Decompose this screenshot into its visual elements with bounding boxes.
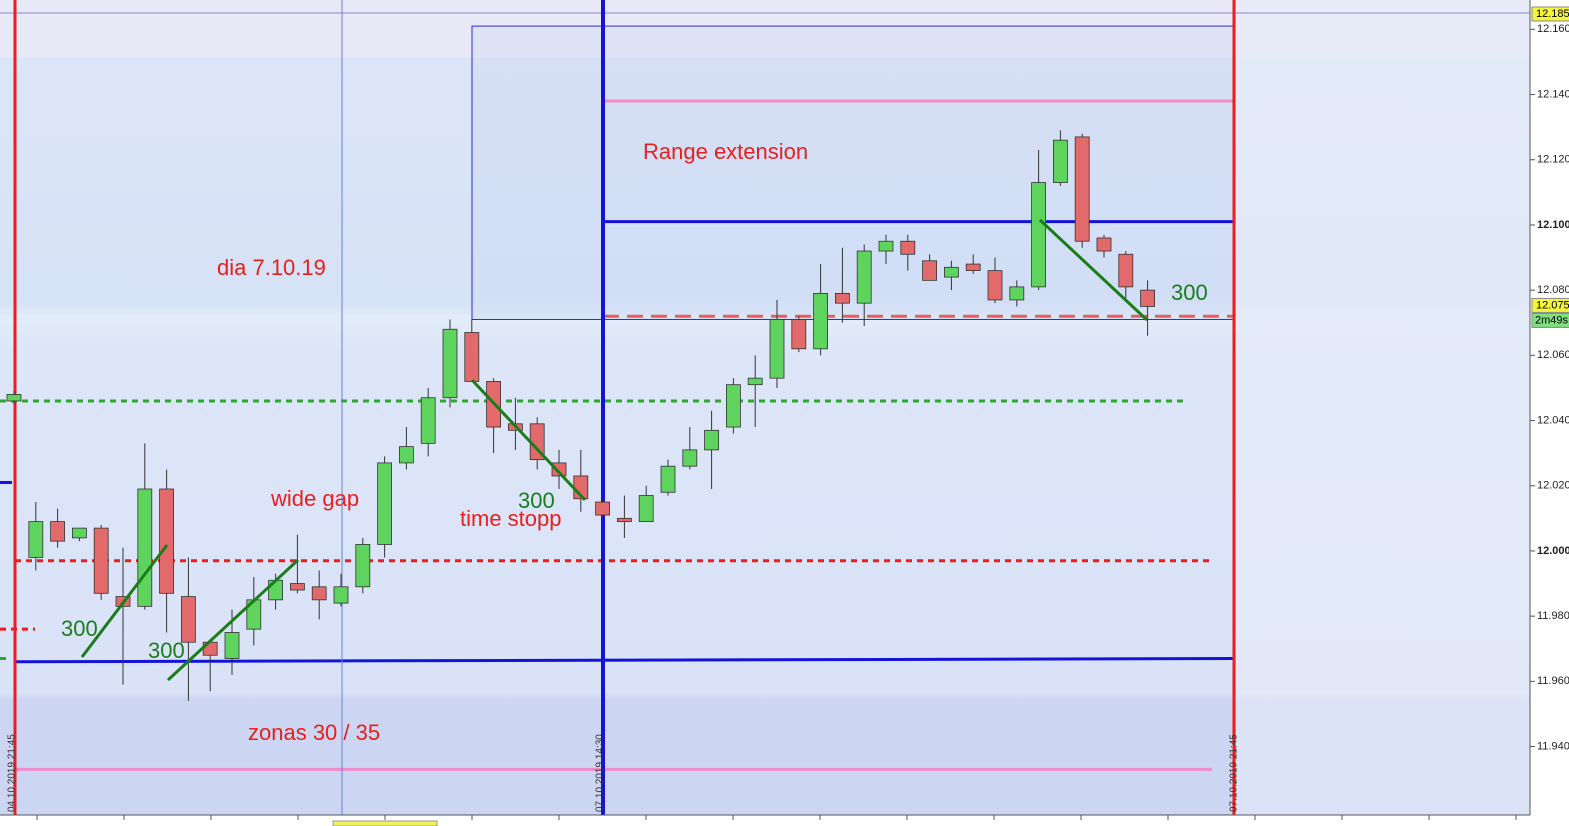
candle-body [944,266,959,278]
candle-body [856,250,872,304]
candle-body [355,544,371,588]
y-tick-label: 11.940 [1537,740,1569,752]
top-price-label: 12.185 [1536,8,1569,20]
range-box [471,25,1234,320]
candle-body [137,488,153,607]
x-date-label: 07.10.2019 14:30 [595,734,606,812]
candle-body [1118,253,1134,288]
price-level [14,657,1236,664]
candle-body [900,240,916,255]
trend-line [1038,218,1149,322]
candle-body [878,240,894,252]
candle-body [617,517,632,523]
candle-body [1140,289,1155,307]
top-price-tag [1531,6,1569,22]
candle-body [1053,139,1068,183]
y-tick-label: 12.020 [1537,480,1569,492]
candle-body [922,260,937,281]
candle-body [835,292,850,304]
candle-body [72,527,87,539]
candle-body [660,465,676,493]
annotation: 300 [61,616,98,641]
candle-body [747,377,763,386]
candle-body [1009,286,1025,301]
candle-body [180,596,196,643]
annotation: time stopp [460,506,562,531]
candle-body [1074,136,1090,242]
annotation: wide gap [270,486,359,511]
annotation: dia 7.10.19 [217,255,326,280]
candle-body [28,521,44,558]
candle-body [1031,182,1046,288]
time-cursor [332,820,438,826]
annotation: 300 [1171,280,1208,305]
trend-line [80,544,169,658]
candle-body [377,462,393,545]
x-date-label: 07.10.2019 21:45 [1229,734,1240,812]
candle-body [6,394,22,402]
y-tick-label: 12.120 [1537,154,1569,166]
trend-line [470,378,587,502]
candle-body [333,586,349,604]
trend-lines [80,218,1149,682]
annotation: zonas 30 / 35 [248,720,380,745]
candle-body [965,263,981,271]
annotation: Range extension [643,139,808,164]
candle-body [50,521,65,542]
candle-body [464,332,480,382]
candle-body [311,586,327,601]
candle-body [551,462,567,477]
y-tick-label: 12.100 [1537,219,1569,231]
candle-body [682,449,698,467]
y-tick-label: 12.140 [1537,88,1569,100]
candle-body [224,632,240,659]
candle-body [420,397,436,444]
candle-body [159,488,175,594]
price-axis [1530,0,1569,826]
last-price-tag [1531,297,1569,313]
timer-label: 2m49s [1535,314,1569,326]
y-tick-label: 11.960 [1537,675,1569,687]
annotation: 300 [148,638,185,663]
candle-body [704,429,719,451]
time-axis [0,815,1530,826]
last-price-label: 12.075 [1536,299,1569,311]
y-tick-label: 12.000 [1537,545,1569,557]
candle-body [813,292,828,350]
y-tick-label: 12.060 [1537,349,1569,361]
trend-line [166,558,300,682]
y-tick-label: 12.160 [1537,23,1569,35]
timer-tag [1531,312,1569,328]
candle-body [726,384,741,428]
candle-body [638,495,654,522]
annotation: 300 [518,488,555,513]
candle-body [442,328,458,399]
candle-body [791,319,807,350]
candle-body [398,446,414,464]
candle-body [1096,237,1112,252]
future-area [1236,0,1530,815]
candle-body [595,501,610,516]
candle-body [987,270,1003,301]
candle-body [289,583,305,591]
candle-body [769,319,785,379]
x-date-label: 04.10.2019 21:45 [7,734,18,812]
y-tick-label: 12.080 [1537,284,1569,296]
y-tick-label: 11.980 [1537,610,1569,622]
y-tick-label: 12.040 [1537,414,1569,426]
candle-body [93,527,109,594]
